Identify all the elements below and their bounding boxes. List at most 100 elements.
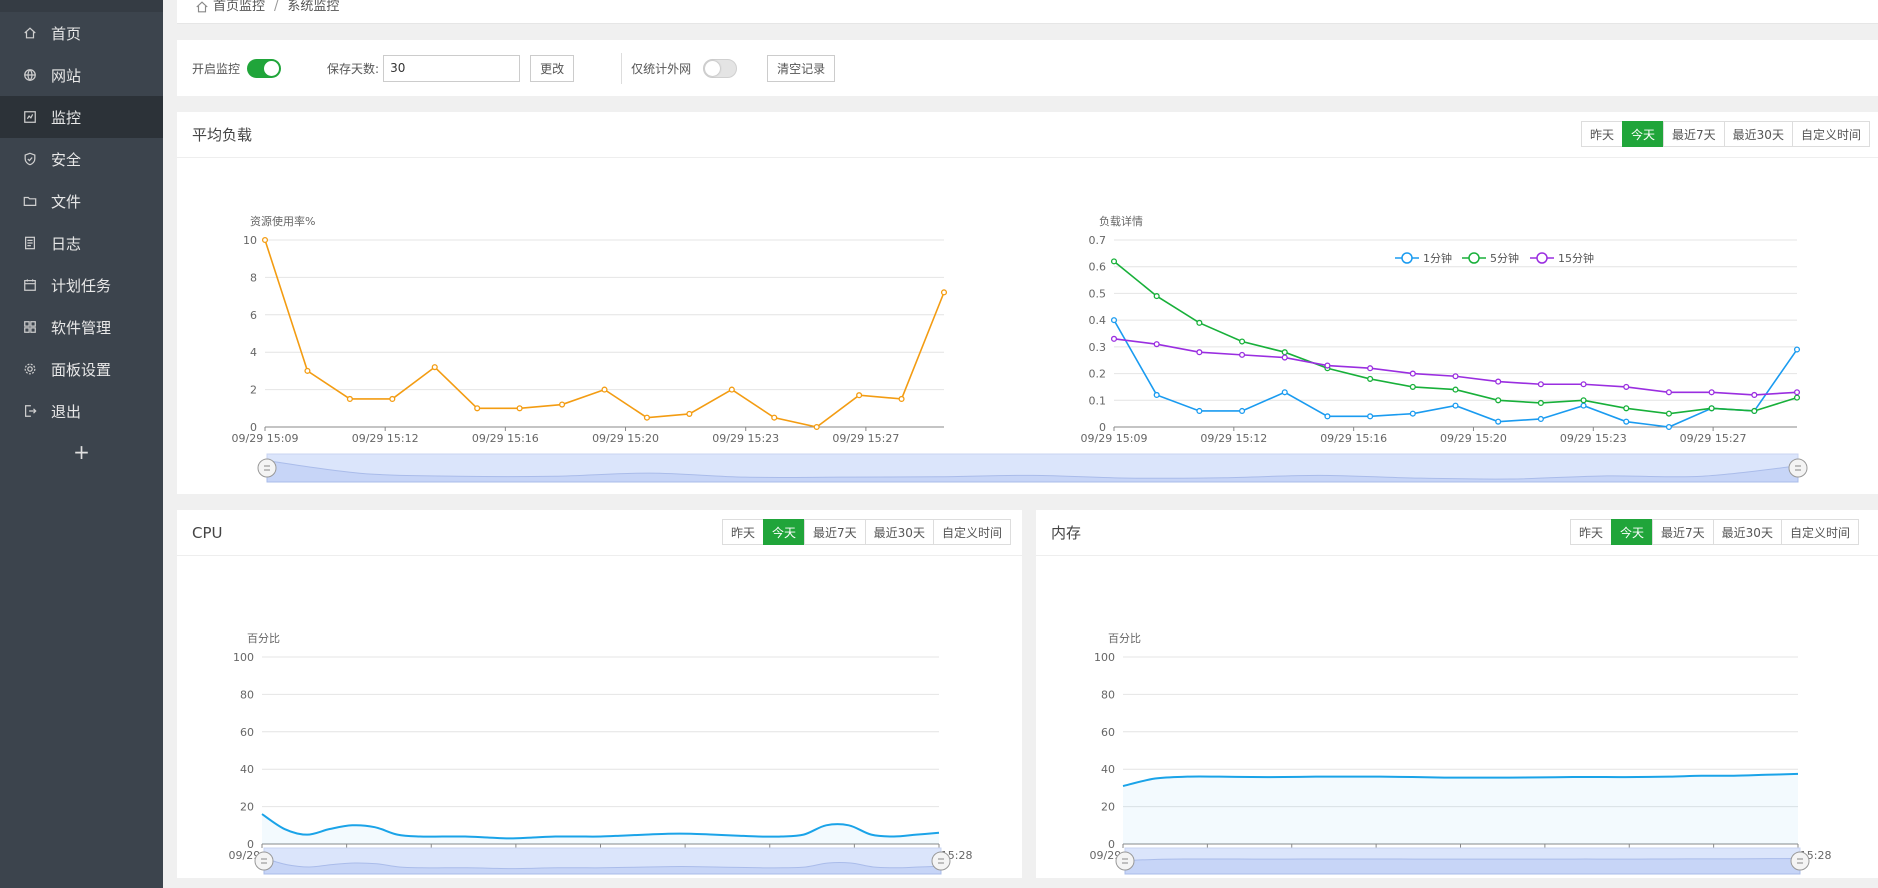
load-range-button-4[interactable]: 自定义时间	[1791, 121, 1870, 147]
zoom-handle-right[interactable]	[1790, 851, 1810, 871]
zoom-handle-left[interactable]	[254, 851, 274, 871]
sidebar-item-0[interactable]: 首页	[0, 12, 163, 54]
cpu-panel-header: CPU 昨天 今天 最近7天 最近30天 自定义时间	[177, 510, 1022, 556]
series-line	[1122, 772, 1799, 788]
zoom-slider	[257, 453, 1808, 483]
mem-range-button-4[interactable]: 自定义时间	[1780, 519, 1859, 545]
sidebar-item-8[interactable]: 面板设置	[0, 348, 163, 390]
breadcrumb-separator: /	[274, 0, 279, 14]
y-tick-label: 0.6	[1089, 261, 1107, 274]
zoom-preview	[266, 460, 1799, 483]
data-point	[1665, 423, 1672, 431]
load-range-button-3[interactable]: 最近30天	[1723, 121, 1793, 147]
toggle-knob	[705, 60, 721, 76]
data-point	[1409, 370, 1416, 377]
data-point	[1580, 397, 1587, 404]
y-tick-label: 8	[250, 271, 257, 284]
load-range-selector: 昨天 今天 最近7天 最近30天 自定义时间	[1581, 121, 1870, 147]
zoom-handle-knob	[931, 851, 951, 871]
zoom-handle-right[interactable]	[931, 851, 951, 871]
zoom-handle-left[interactable]	[257, 458, 277, 478]
cpu-range-button-3[interactable]: 最近30天	[864, 519, 934, 545]
series-area	[1123, 773, 1798, 844]
data-point	[1495, 397, 1502, 404]
y-tick-label: 80	[1101, 688, 1115, 701]
load-range-button-2[interactable]: 最近7天	[1663, 121, 1725, 147]
data-point	[1793, 389, 1801, 396]
mem-range-button-0[interactable]: 昨天	[1570, 519, 1613, 545]
legend-marker	[1536, 252, 1548, 264]
zoom-handle-grip	[938, 858, 944, 864]
data-point	[1793, 346, 1801, 353]
data-point	[1537, 415, 1544, 423]
enable-monitor-toggle[interactable]	[247, 58, 282, 78]
cpu-range-button-2[interactable]: 最近7天	[804, 519, 866, 545]
toggle-knob	[264, 60, 280, 76]
sidebar: 首页 网站 监控 安全 文件 日志 计划任务 软件管理 面板设置 退出 +	[0, 0, 163, 888]
sidebar-item-1[interactable]: 网站	[0, 54, 163, 96]
mem-range-button-1[interactable]: 今天	[1611, 519, 1654, 545]
x-tick-label: 09/29 15:20	[592, 432, 659, 445]
sidebar-item-3[interactable]: 安全	[0, 138, 163, 180]
load-charts: 资源使用率% 0 2 4 6 8 10 09/29 15:09 09/29 15:12 09/29…	[232, 214, 1808, 483]
mem-range-button-2[interactable]: 最近7天	[1652, 519, 1714, 545]
data-point	[1793, 394, 1801, 401]
monitor-toolbar: 开启监控 保存天数: 更改 仅统计外网 清空记录	[177, 40, 1878, 96]
data-point	[1367, 375, 1374, 382]
legend-marker	[1401, 252, 1413, 264]
breadcrumb-home[interactable]: 首页监控	[213, 0, 266, 14]
sidebar-item-2[interactable]: 监控	[0, 96, 163, 138]
data-point	[728, 386, 735, 393]
globe-icon	[22, 67, 38, 83]
save-days-input[interactable]	[383, 54, 521, 82]
load-range-button-1[interactable]: 今天	[1622, 121, 1665, 147]
y-tick-label: 0.3	[1089, 341, 1107, 354]
mem-panel-header: 内存 昨天 今天 最近7天 最近30天 自定义时间	[1036, 510, 1878, 556]
zoom-handle-left[interactable]	[1115, 851, 1135, 871]
cpu-range-button-1[interactable]: 今天	[763, 519, 806, 545]
sidebar-item-7[interactable]: 软件管理	[0, 306, 163, 348]
external-only-toggle[interactable]	[703, 58, 738, 78]
mem-range-button-3[interactable]: 最近30天	[1712, 519, 1782, 545]
data-point	[1153, 341, 1160, 348]
y-tick-label: 60	[1101, 726, 1115, 739]
data-point	[261, 236, 269, 244]
legend-item-1[interactable]: 5分钟	[1462, 251, 1519, 265]
zoom-handle-grip	[1122, 858, 1128, 864]
cpu-range-button-0[interactable]: 昨天	[722, 519, 765, 545]
cpu-range-button-4[interactable]: 自定义时间	[932, 519, 1011, 545]
y-tick-label: 100	[1094, 651, 1115, 664]
series-area	[262, 814, 939, 844]
data-point	[1110, 335, 1118, 342]
data-point	[1281, 389, 1288, 396]
sidebar-item-4[interactable]: 文件	[0, 180, 163, 222]
sidebar-item-5[interactable]: 日志	[0, 222, 163, 264]
zoom-handle-grip	[1795, 465, 1801, 471]
load-range-button-0[interactable]: 昨天	[1581, 121, 1624, 147]
data-point	[643, 414, 650, 421]
legend-label: 1分钟	[1423, 251, 1452, 265]
zoom-handle-knob	[257, 458, 277, 478]
zoom-handle-right[interactable]	[1788, 458, 1808, 478]
x-tick-label: 09/29 15:12	[1200, 432, 1267, 445]
mem-range-selector: 昨天 今天 最近7天 最近30天 自定义时间	[1570, 519, 1859, 545]
data-point	[1239, 351, 1246, 358]
sidebar-item-9[interactable]: 退出	[0, 390, 163, 432]
data-point	[1623, 418, 1630, 425]
legend-item-2[interactable]: 15分钟	[1530, 251, 1594, 265]
data-point	[1153, 293, 1160, 300]
add-menu-button[interactable]: +	[73, 440, 90, 464]
zoom-preview	[1124, 857, 1801, 875]
legend-item-0[interactable]: 1分钟	[1395, 251, 1452, 265]
zoom-handle-knob	[1788, 458, 1808, 478]
data-point	[389, 395, 396, 403]
x-tick-label: 09/29 15:16	[1320, 432, 1387, 445]
clear-records-button[interactable]: 清空记录	[767, 54, 836, 82]
change-button[interactable]: 更改	[530, 54, 575, 82]
data-point	[1537, 399, 1544, 407]
load-panel-header: 平均负载 昨天 今天 最近7天 最近30天 自定义时间	[177, 112, 1878, 158]
sidebar-item-6[interactable]: 计划任务	[0, 264, 163, 306]
y-axis-label: 资源使用率%	[250, 214, 315, 228]
